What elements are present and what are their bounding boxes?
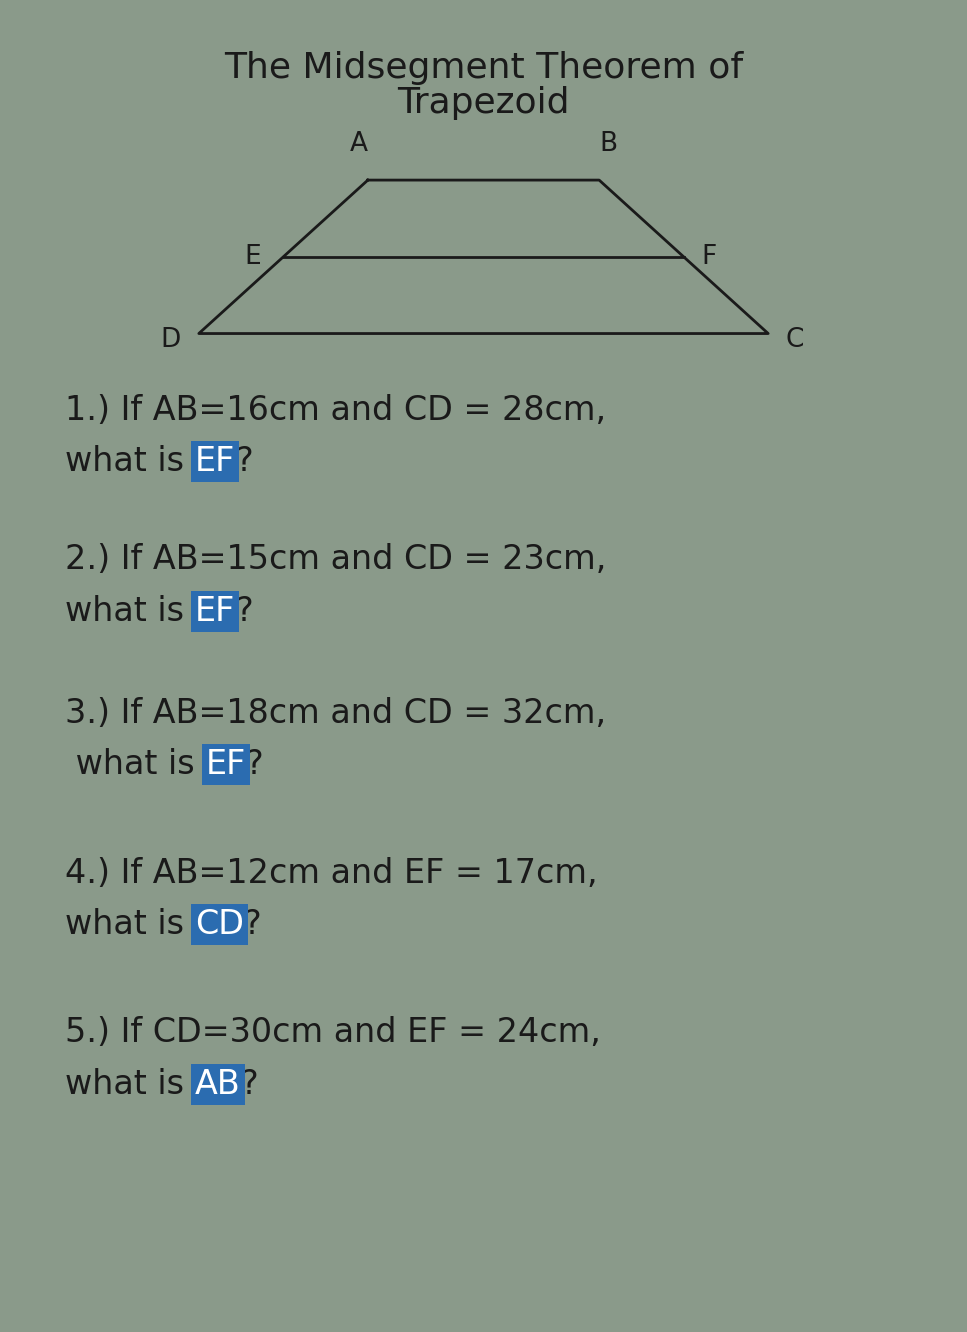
- Text: what is: what is: [66, 1068, 195, 1100]
- Text: EF: EF: [195, 594, 235, 627]
- Text: ?: ?: [246, 749, 264, 781]
- Text: A: A: [350, 131, 368, 157]
- Text: what is: what is: [66, 594, 195, 627]
- Text: EF: EF: [195, 445, 235, 478]
- Text: Trapezoid: Trapezoid: [397, 87, 570, 120]
- Text: D: D: [161, 326, 181, 353]
- Text: F: F: [701, 244, 717, 270]
- Text: 1.) If AB=16cm and CD = 28cm,: 1.) If AB=16cm and CD = 28cm,: [66, 394, 606, 426]
- Text: C: C: [786, 326, 805, 353]
- Text: what is: what is: [66, 749, 206, 781]
- Text: 2.) If AB=15cm and CD = 23cm,: 2.) If AB=15cm and CD = 23cm,: [66, 543, 606, 577]
- Text: 4.) If AB=12cm and EF = 17cm,: 4.) If AB=12cm and EF = 17cm,: [66, 856, 598, 890]
- Text: 5.) If CD=30cm and EF = 24cm,: 5.) If CD=30cm and EF = 24cm,: [66, 1016, 601, 1050]
- Text: E: E: [245, 244, 261, 270]
- Text: B: B: [599, 131, 617, 157]
- Text: ?: ?: [235, 594, 253, 627]
- Text: CD: CD: [195, 908, 244, 940]
- Text: ?: ?: [235, 445, 253, 478]
- Text: what is: what is: [66, 445, 195, 478]
- Text: AB: AB: [195, 1068, 241, 1100]
- Text: The Midsegment Theorem of: The Midsegment Theorem of: [224, 51, 743, 84]
- Text: ?: ?: [241, 1068, 258, 1100]
- Text: what is: what is: [66, 908, 195, 940]
- Text: EF: EF: [206, 749, 246, 781]
- Text: 3.) If AB=18cm and CD = 32cm,: 3.) If AB=18cm and CD = 32cm,: [66, 697, 606, 730]
- Text: ?: ?: [244, 908, 262, 940]
